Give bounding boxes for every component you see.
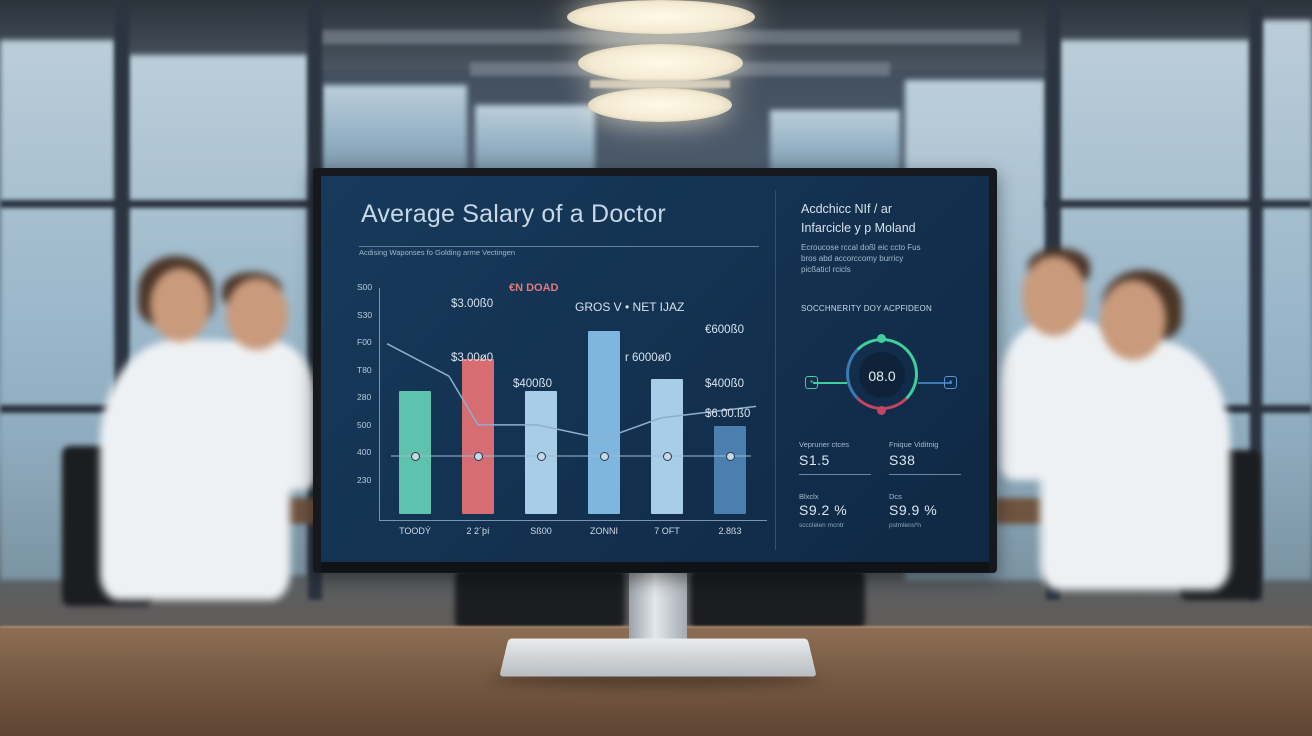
- chart-bar: [651, 379, 683, 514]
- stat-value: S9.2 %: [799, 502, 848, 518]
- chart-annotation: $6.00.ß0: [705, 408, 751, 420]
- sidebar-title-line: Infarcicle y p Moland: [801, 221, 916, 235]
- x-tick-label: 7 OFT: [654, 526, 680, 536]
- y-tick-label: F00: [357, 337, 372, 347]
- y-tick-label: T80: [357, 364, 372, 375]
- x-tick-label: 2.8ß3: [718, 526, 742, 536]
- sidebar-body-line: bros abd accorccomy burricy: [801, 254, 904, 263]
- stat-value: S1.5: [799, 452, 830, 468]
- chart-annotation: $3.00ß0: [451, 298, 494, 310]
- chart-red-label: €N DOAD: [509, 282, 559, 294]
- monitor-chin: [321, 562, 989, 572]
- title-divider: [359, 246, 759, 247]
- sidebar-title: Acdchicc NIf / ar Infarcicle y p Moland: [801, 200, 916, 238]
- x-tick-label: TOODÝ: [399, 526, 431, 536]
- gauge-bottom-node-icon: [877, 406, 886, 415]
- sidebar-body-line: picßaticl rcicls: [801, 265, 851, 274]
- chart-annotation: $400ß0: [705, 378, 745, 390]
- trend-line: [386, 343, 757, 440]
- sidebar-body: Ecroucose rccal doßl eic ccto Fus bros a…: [801, 242, 921, 275]
- sidebar-divider: [775, 190, 776, 550]
- stat-value: S9.9 %: [889, 502, 938, 518]
- gauge-center: [859, 352, 905, 398]
- window-frame: [0, 200, 320, 208]
- office-chair: [690, 570, 865, 630]
- pendant-lamp: [578, 44, 743, 82]
- stat-label: Blxclx: [799, 492, 819, 501]
- sidebar-body-line: Ecroucose rccal doßl eic ccto Fus: [801, 243, 921, 252]
- gauge-left-node-icon: ▪: [805, 376, 818, 389]
- stat-label: Fnique Viditnig: [889, 440, 939, 449]
- dashboard-subtitle: Acdising Waponses fo Golding arme Vectin…: [359, 248, 516, 257]
- chart-annotation: €600ß0: [705, 324, 745, 336]
- gauge-value: 08.0: [868, 368, 896, 384]
- stat-footnote: sccclelen mcntr: [799, 522, 844, 529]
- window-frame: [1046, 200, 1312, 208]
- sidebar-section-label: SOCCHNERITY DOY ACPFIDEON: [801, 304, 932, 313]
- chart-point: [411, 452, 420, 461]
- monitor-stand-base: [499, 638, 817, 677]
- gauge-connector: [918, 382, 952, 384]
- stat-divider: [799, 474, 871, 475]
- chart-trend-line: [386, 343, 757, 457]
- gauge-connector: [813, 382, 847, 384]
- chart-bar: [588, 330, 620, 514]
- chart-annotation: r 6000ø0: [625, 352, 672, 364]
- stat-value: S38: [889, 452, 916, 468]
- gauge-right-node-icon: ▪: [944, 376, 957, 389]
- sidebar-title-line: Acdchicc NIf / ar: [801, 202, 892, 216]
- y-tick-label: 230: [357, 474, 372, 485]
- pendant-lamp: [588, 88, 732, 122]
- chart-point: [663, 452, 672, 461]
- window-pane: [770, 110, 900, 175]
- stat-label: Vepruner ctces: [799, 440, 850, 449]
- chart-annotation: $3.00ø0: [451, 352, 494, 364]
- ceiling-beam: [320, 30, 1020, 44]
- chart-annotation: $400ß0: [513, 378, 553, 390]
- gauge-top-node-icon: [877, 334, 886, 343]
- chart-point: [474, 452, 483, 461]
- x-tick-label: 2 2´þí: [466, 526, 490, 536]
- stat-footnote: pstmlensºn: [889, 522, 921, 529]
- y-tick-label: 500: [357, 419, 372, 430]
- window-pane: [1262, 20, 1312, 580]
- chart-x-axis: [379, 520, 767, 521]
- monitor-screen: Average Salary of a Doctor Acdising Wapo…: [321, 176, 989, 562]
- y-tick-label: 280: [357, 392, 372, 402]
- office-chair: [455, 570, 625, 630]
- x-tick-label: ZONNI: [590, 526, 618, 536]
- chart-legend: GROS V • NET IJAZ: [575, 300, 685, 314]
- chart-y-axis: [379, 288, 380, 520]
- dashboard-title: Average Salary of a Doctor: [361, 200, 666, 228]
- chart-point: [600, 452, 609, 461]
- stat-divider: [889, 474, 961, 475]
- chart-point: [726, 452, 735, 461]
- chart-bar: [714, 425, 746, 514]
- pendant-lamp: [567, 0, 755, 34]
- x-tick-label: Sß00: [530, 526, 552, 536]
- y-tick-label: 400: [357, 447, 372, 457]
- y-tick-label: S00: [357, 282, 373, 292]
- lamp-rim: [590, 80, 730, 88]
- window-pane: [322, 85, 467, 175]
- chart-point: [537, 452, 546, 461]
- window-pane: [475, 105, 595, 175]
- chart-bar: [462, 358, 494, 514]
- stat-label: Dcs: [889, 492, 902, 501]
- y-tick-label: S30: [357, 309, 373, 320]
